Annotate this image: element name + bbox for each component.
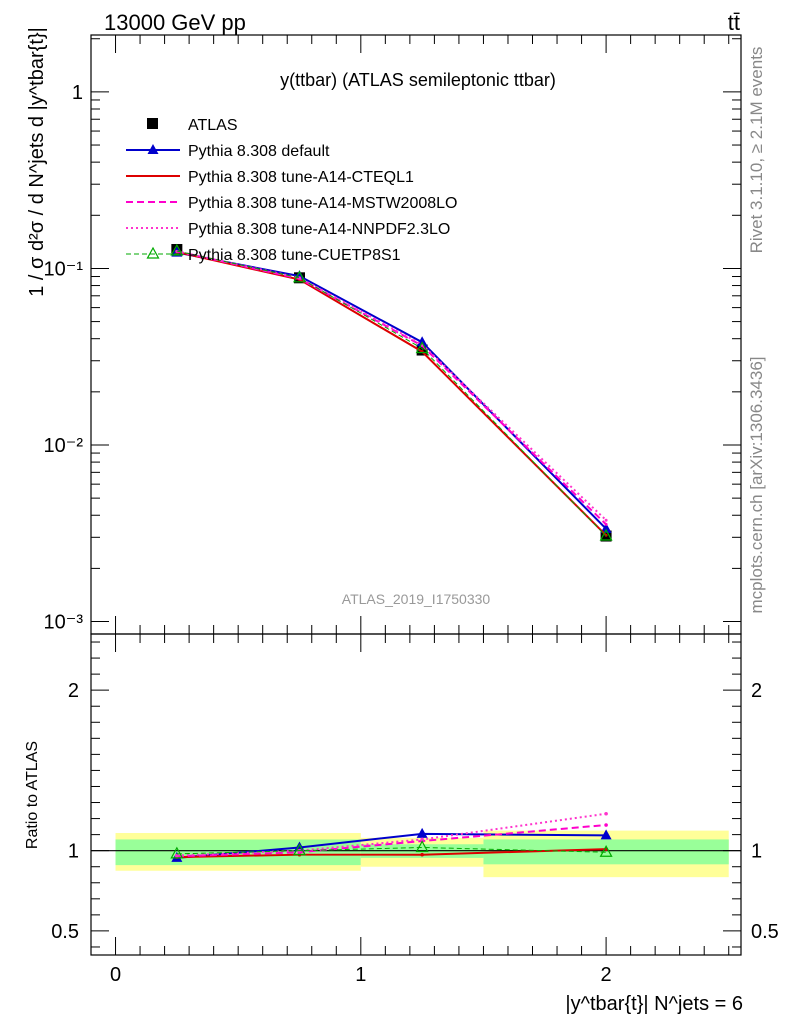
main-title: y(ttbar) (ATLAS semileptonic ttbar) bbox=[280, 70, 556, 90]
legend-label: ATLAS bbox=[188, 117, 238, 134]
ratio-axes: 0.5 0.5 1 1 2 2 0 1 2 bbox=[51, 634, 779, 986]
legend-atlas-marker bbox=[147, 118, 158, 129]
ratio-x-tick-label: 1 bbox=[355, 964, 366, 986]
main-y-tick-label: 10⁻² bbox=[44, 435, 84, 457]
atlas-data-point bbox=[416, 344, 428, 356]
ratio-series-layer bbox=[170, 811, 613, 862]
ratio-cuetp8s1-marker bbox=[292, 843, 307, 856]
analysis-watermark: ATLAS_2019_I1750330 bbox=[342, 591, 491, 607]
ratio-cuetp8s1-marker bbox=[415, 840, 429, 853]
ratio-y-axis-label: Ratio to ATLAS bbox=[24, 741, 41, 849]
series-line-default bbox=[176, 251, 607, 530]
ratio-panel: 0.5 0.5 1 1 2 2 0 1 2 Ratio to ATLAS |y^tbar{t}|… bbox=[24, 633, 779, 1015]
cuetp8s1-marker bbox=[170, 243, 184, 256]
main-y-tick-label: 10⁻¹ bbox=[44, 258, 84, 280]
ratio-default-marker bbox=[416, 827, 428, 838]
main-axes: 1 10⁻¹ 10⁻² 10⁻³ bbox=[44, 35, 741, 634]
ratio-nnpdf-point bbox=[175, 853, 179, 858]
ratio-y-tick-label-right: 1 bbox=[751, 841, 762, 863]
source-label: mcplots.cern.ch [arXiv:1306.3436] bbox=[747, 356, 766, 613]
mstw-point bbox=[604, 522, 608, 526]
cuetp8s1-marker bbox=[415, 341, 429, 354]
series-line-cuetp8s1 bbox=[176, 250, 607, 537]
process-label: tt̄ bbox=[728, 10, 740, 35]
series-line-cteql1 bbox=[176, 250, 607, 536]
ratio-y-tick-label: 1 bbox=[68, 841, 79, 863]
main-y-tick-label: 10⁻³ bbox=[44, 612, 84, 634]
legend-default-marker bbox=[147, 144, 159, 154]
ratio-frame bbox=[90, 633, 742, 956]
legend-label: Pythia 8.308 tune-A14-MSTW2008LO bbox=[188, 195, 457, 212]
legend-cuetp8s1-marker bbox=[146, 246, 160, 259]
series-line-nnpdf bbox=[176, 250, 607, 521]
ratio-x-tick-label: 0 bbox=[110, 964, 121, 986]
legend: ATLAS Pythia 8.308 default Pythia 8.308 tu… bbox=[126, 117, 457, 264]
legend-label: Pythia 8.308 default bbox=[188, 143, 330, 160]
ratio-nnpdf-point bbox=[604, 811, 608, 816]
ratio-x-tick-label: 2 bbox=[601, 964, 612, 986]
x-axis-label: |y^tbar{t}| N^jets = 6 bbox=[565, 993, 743, 1015]
default-marker bbox=[416, 336, 428, 347]
nnpdf-point bbox=[297, 276, 301, 280]
cuetp8s1-marker bbox=[292, 270, 307, 283]
series-line-mstw bbox=[176, 250, 607, 526]
ratio-default-marker bbox=[600, 829, 612, 840]
main-y-axis-label: 1 / σ d²σ / d N^jets d |y^tbar{t}| bbox=[26, 27, 48, 297]
ratio-y-tick-label-right: 0.5 bbox=[751, 921, 779, 943]
ratio-line-nnpdf bbox=[176, 812, 607, 857]
nnpdf-point bbox=[604, 518, 608, 522]
default-marker bbox=[600, 522, 612, 533]
main-series-layer bbox=[170, 243, 613, 542]
ratio-y-tick-label: 0.5 bbox=[51, 921, 79, 943]
ratio-line-cuetp8s1 bbox=[176, 846, 607, 855]
ratio-y-tick-label-right: 2 bbox=[751, 680, 762, 702]
legend-label: Pythia 8.308 tune-A14-CTEQL1 bbox=[188, 169, 414, 186]
main-panel: y(ttbar) (ATLAS semileptonic ttbar) ATLA… bbox=[26, 27, 742, 635]
energy-label: 13000 GeV pp bbox=[104, 10, 246, 35]
ratio-cuetp8s1-marker bbox=[599, 845, 613, 857]
main-y-tick-label: 1 bbox=[72, 82, 83, 104]
ratio-y-tick-label: 2 bbox=[68, 680, 79, 702]
ratio-line-mstw bbox=[176, 823, 607, 858]
rivet-label: Rivet 3.1.10, ≥ 2.1M events bbox=[747, 47, 766, 254]
ratio-cteql1-point bbox=[420, 852, 424, 857]
cuetp8s1-marker bbox=[599, 528, 613, 541]
ratio-nnpdf-point bbox=[420, 837, 424, 842]
ratio-cuetp8s1-marker bbox=[170, 846, 184, 859]
ratio-line-cteql1 bbox=[176, 848, 607, 859]
legend-label: Pythia 8.308 tune-A14-NNPDF2.3LO bbox=[188, 221, 450, 238]
ratio-mstw-point bbox=[604, 823, 608, 827]
cteql1-point bbox=[604, 533, 608, 537]
legend-label: Pythia 8.308 tune-CUETP8S1 bbox=[188, 247, 401, 264]
